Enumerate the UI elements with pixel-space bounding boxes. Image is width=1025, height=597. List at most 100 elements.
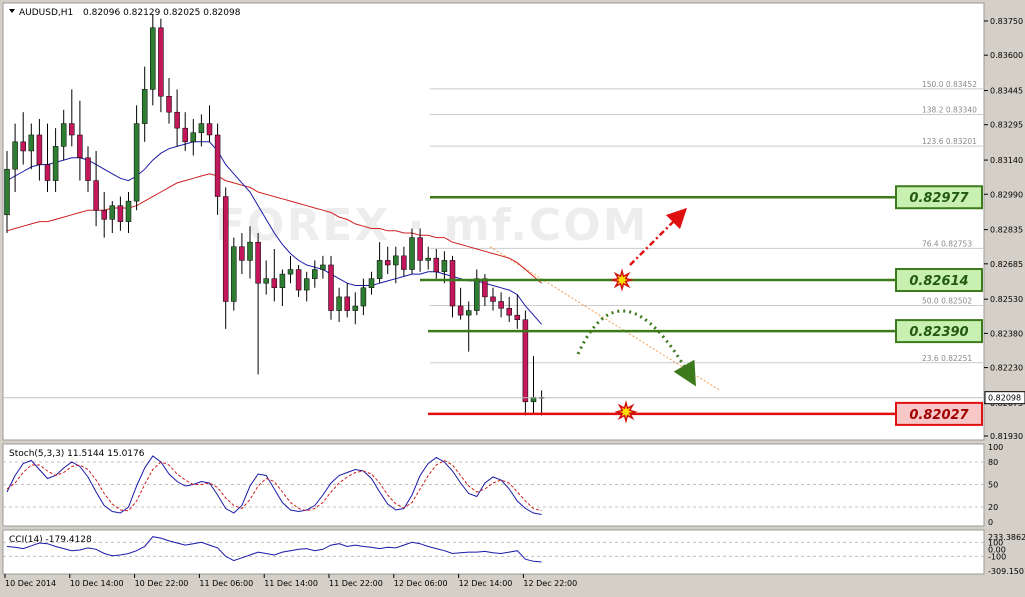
time-tick-label: 11 Dec 06:00: [199, 579, 253, 588]
collapse-arrow-icon[interactable]: [9, 9, 15, 13]
candle-body: [522, 319, 529, 403]
stochastic-tick-label: 0: [988, 518, 993, 527]
ohlc-readout: 0.82096 0.82129 0.82025 0.82098: [83, 8, 241, 18]
price-tick-label: 0.83295: [990, 121, 1023, 130]
time-tick-label: 12 Dec 06:00: [394, 579, 448, 588]
candle-body: [368, 278, 375, 289]
price-tick-label: 0.81930: [990, 432, 1023, 441]
candle-body: [344, 296, 350, 311]
candle-body: [206, 123, 213, 136]
candle-body: [12, 141, 18, 170]
candle-body: [482, 278, 488, 298]
candle-body: [239, 246, 245, 261]
candle-body: [109, 205, 116, 220]
candle-body: [52, 146, 59, 181]
candle-body: [320, 264, 326, 270]
candle-body: [158, 27, 164, 97]
candle-body: [69, 123, 75, 136]
cci-tick-label: 100: [988, 538, 1003, 547]
candle-body: [506, 308, 512, 316]
time-tick-label: 11 Dec 14:00: [264, 579, 318, 588]
candle-body: [401, 255, 407, 270]
stochastic-signal-line: [6, 459, 542, 512]
candles-group: [4, 14, 545, 416]
time-tick-label: 12 Dec 22:00: [523, 579, 577, 588]
candle-body: [287, 269, 294, 275]
watermark-logo: FOREX · mf.COM: [215, 200, 648, 251]
level-label: 0.82614: [909, 274, 968, 289]
symbol-label: AUDUSD,H1: [19, 8, 73, 18]
stochastic-tick-label: 20: [988, 503, 998, 512]
candle-body: [190, 132, 197, 143]
cci-line: [6, 536, 542, 563]
level-label-box: [895, 401, 983, 426]
current-price-label: 0.82098: [988, 394, 1021, 403]
price-tick-label: 0.82380: [990, 329, 1023, 338]
candle-body: [425, 257, 431, 261]
stochastic-tick-label: 100: [988, 443, 1003, 452]
fib-level-label: 138.2 0.83340: [922, 105, 977, 114]
candle-body: [384, 260, 391, 266]
candle-body: [150, 27, 156, 90]
candle-body: [174, 111, 180, 129]
price-tick-label: 0.82685: [990, 260, 1023, 269]
candle-body: [360, 287, 367, 307]
level-label: 0.82390: [909, 325, 968, 340]
candle-body: [60, 123, 67, 147]
candle-body: [166, 95, 172, 113]
time-tick-label: 11 Dec 22:00: [329, 579, 383, 588]
fib-level-label: 76.4 0.82753: [922, 239, 972, 248]
current-price-box: [984, 391, 1025, 405]
candle-body: [449, 260, 456, 307]
stochastic-lines-group: [3, 455, 984, 515]
arrows-group: [576, 207, 696, 424]
candle-body: [77, 134, 83, 159]
candle-body: [352, 305, 359, 311]
candle-body: [376, 260, 383, 279]
price-tick-label: 0.82835: [990, 226, 1023, 235]
price-tick-label: 0.82990: [990, 190, 1023, 199]
candle-body: [465, 310, 472, 316]
cci-tick-label: 233.3862: [988, 533, 1025, 542]
price-tick-label: 0.83600: [990, 51, 1023, 60]
candle-body: [198, 123, 205, 133]
candle-body: [182, 127, 188, 143]
candle-body: [312, 269, 318, 279]
fibonacci-group: 150.0 0.83452 138.2 0.83340 123.6 0.83201 7…: [430, 80, 984, 364]
candle-body: [85, 157, 91, 181]
candle-body: [303, 278, 310, 291]
candle-body: [20, 141, 26, 152]
candle-body: [498, 301, 504, 309]
time-tick-label: 10 Dec 22:00: [135, 579, 189, 588]
candle-body: [441, 260, 448, 273]
candle-body: [271, 278, 278, 289]
candle-body: [393, 255, 399, 266]
price-tick-label: 0.83750: [990, 17, 1023, 26]
cci-tick-label: -100: [988, 552, 1006, 561]
breakout-arrow: [629, 207, 688, 266]
candle-body: [409, 237, 415, 270]
candle-body: [336, 296, 342, 311]
stochastic-tick-label: 50: [988, 481, 998, 490]
fib-level-label: 150.0 0.83452: [922, 80, 977, 89]
candle-body: [514, 314, 521, 320]
price-tick-label: 0.82530: [990, 295, 1023, 304]
level-label: 0.82977: [909, 191, 969, 206]
candle-body: [93, 180, 99, 211]
fib-level-label: 123.6 0.83201: [922, 137, 977, 146]
burst-icon: [614, 400, 638, 424]
candle-body: [247, 241, 253, 261]
price-tick-label: 0.82230: [990, 364, 1023, 373]
cci-title: CCI(14) -179.4128: [9, 535, 92, 545]
candle-body: [28, 134, 35, 152]
stochastic-main-line: [6, 455, 542, 515]
candle-body: [4, 168, 10, 216]
level-label-box: [895, 268, 983, 293]
candle-body: [117, 205, 124, 222]
candle-body: [125, 200, 132, 222]
candle-body: [255, 241, 261, 284]
candle-body: [231, 246, 237, 302]
candle-body: [101, 209, 107, 220]
